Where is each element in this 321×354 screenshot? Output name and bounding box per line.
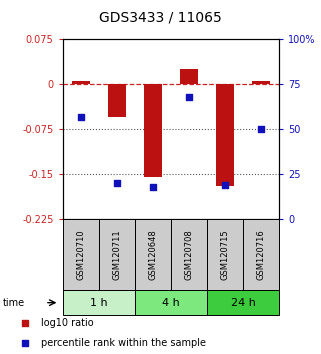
Text: GSM120716: GSM120716 — [257, 229, 266, 280]
Bar — [252, 81, 270, 84]
Bar — [99, 219, 135, 290]
Point — [187, 94, 192, 99]
Point — [259, 126, 264, 132]
Point — [78, 114, 83, 119]
Text: 4 h: 4 h — [162, 298, 180, 308]
Point — [23, 320, 28, 326]
Bar — [108, 84, 126, 117]
Bar — [135, 290, 207, 315]
Point — [150, 184, 155, 190]
Text: percentile rank within the sample: percentile rank within the sample — [41, 338, 206, 348]
Bar — [207, 290, 279, 315]
Text: GSM120715: GSM120715 — [221, 229, 230, 280]
Bar — [180, 69, 198, 84]
Bar — [216, 84, 234, 186]
Text: 24 h: 24 h — [231, 298, 256, 308]
Bar — [243, 219, 279, 290]
Bar — [63, 219, 99, 290]
Text: GDS3433 / 11065: GDS3433 / 11065 — [99, 11, 222, 25]
Bar — [171, 219, 207, 290]
Text: GSM120708: GSM120708 — [185, 229, 194, 280]
Text: GSM120710: GSM120710 — [76, 229, 85, 280]
Point — [114, 181, 119, 186]
Bar — [207, 219, 243, 290]
Point — [222, 182, 228, 188]
Point — [23, 340, 28, 346]
Text: GSM120648: GSM120648 — [148, 229, 157, 280]
Text: time: time — [3, 298, 25, 308]
Text: GSM120711: GSM120711 — [112, 229, 121, 280]
Bar — [144, 84, 162, 177]
Text: log10 ratio: log10 ratio — [41, 318, 94, 328]
Bar — [135, 219, 171, 290]
Text: 1 h: 1 h — [90, 298, 108, 308]
Bar — [63, 290, 135, 315]
Bar — [72, 81, 90, 84]
